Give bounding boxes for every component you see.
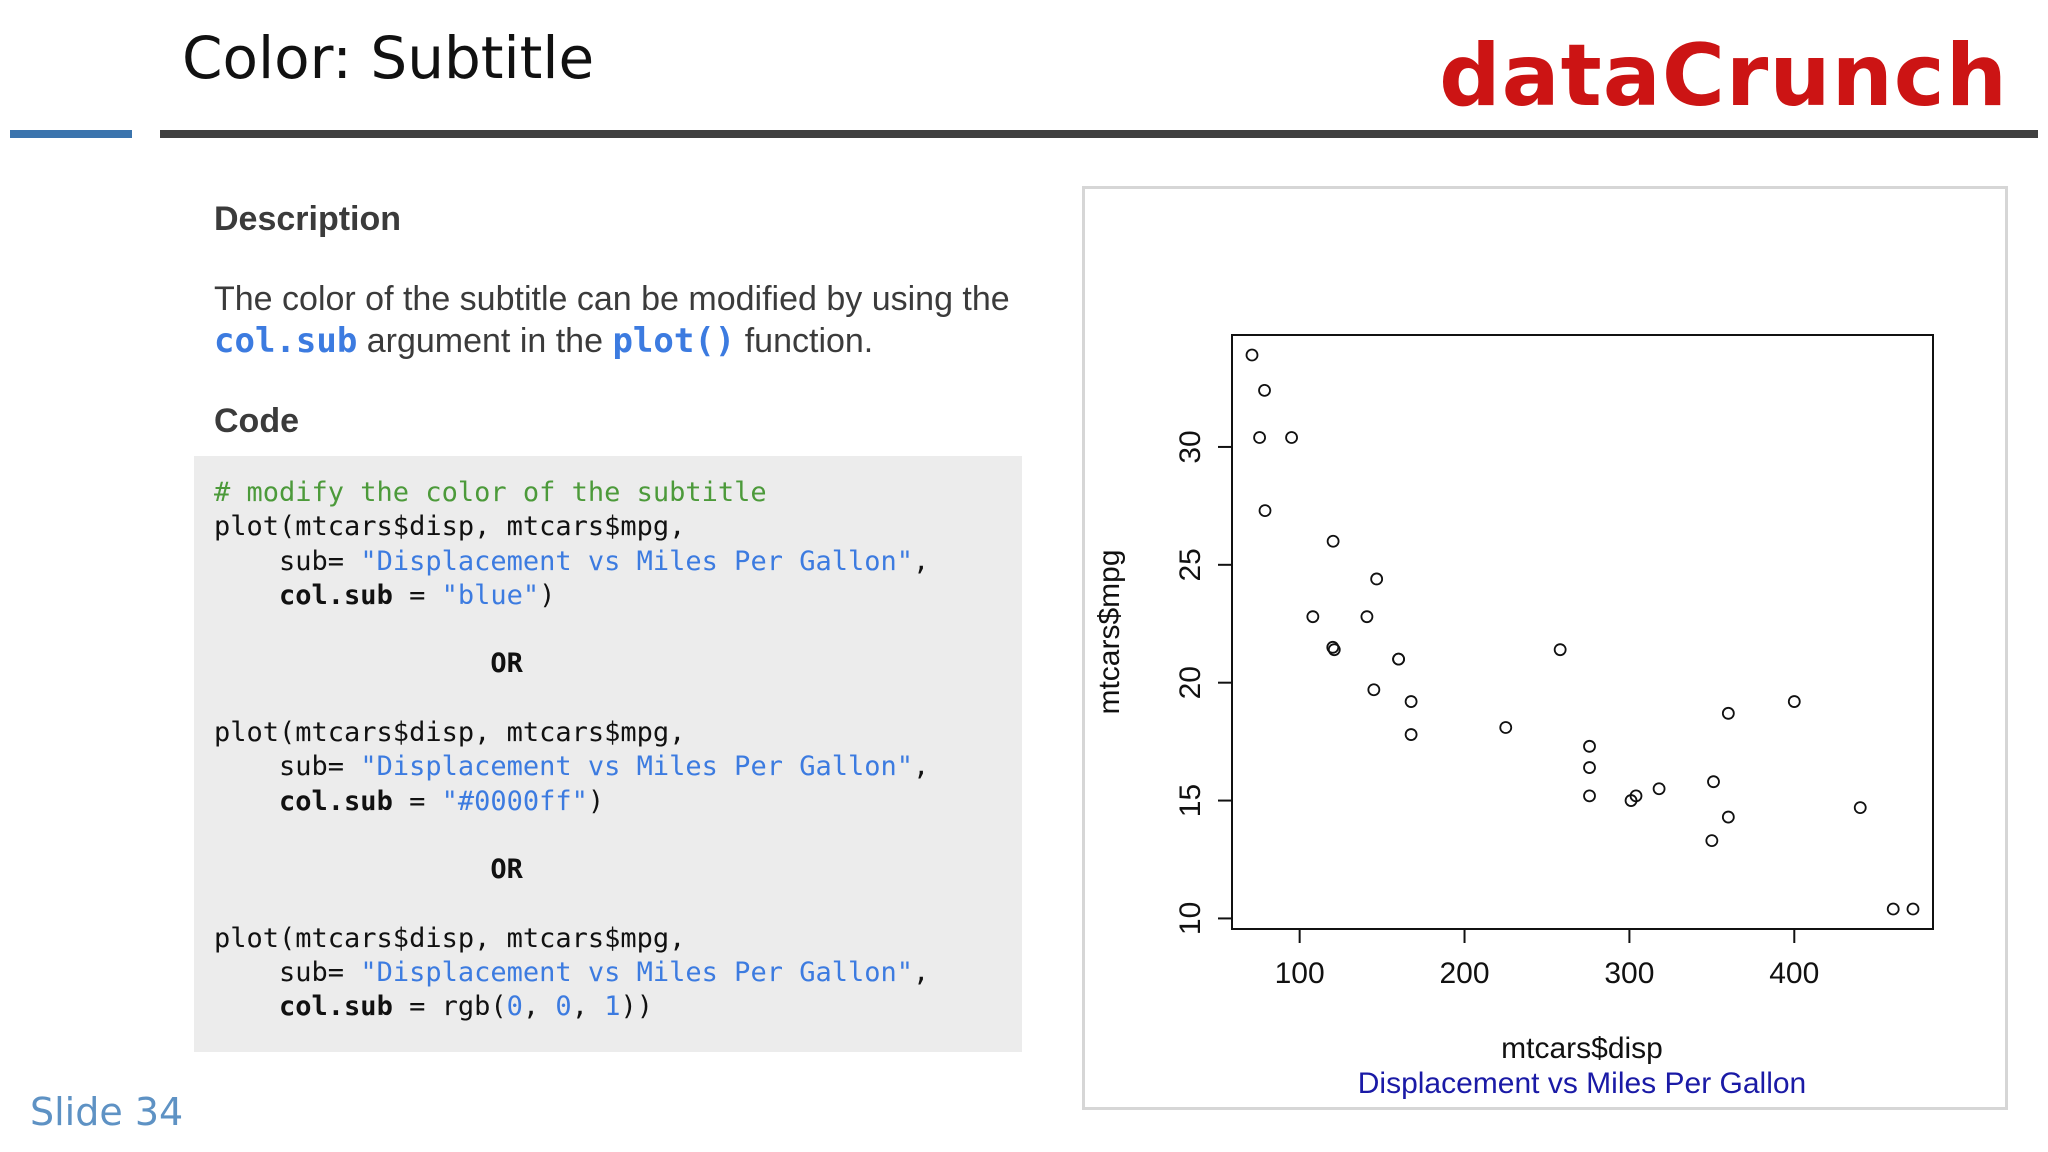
data-point — [1886, 902, 1900, 916]
code-or: OR — [490, 854, 523, 886]
data-point — [1245, 348, 1259, 362]
x-tick-label: 400 — [1769, 957, 1819, 990]
code-colsub-label: col.sub — [279, 785, 393, 817]
data-point — [1306, 610, 1320, 624]
code-value-blue: "blue" — [441, 579, 540, 611]
data-point — [1360, 610, 1374, 624]
x-tick-label: 200 — [1439, 957, 1489, 990]
plot-box — [1231, 334, 1934, 930]
data-point — [1705, 834, 1719, 848]
chart-subtitle: Displacement vs Miles Per Gallon — [1358, 1067, 1807, 1100]
description-text-part: function. — [735, 322, 874, 360]
code-rgb-fn: rgb( — [441, 991, 507, 1023]
brand-logo: dataCrunch — [1439, 26, 2008, 126]
slide-title: Color: Subtitle — [182, 24, 595, 92]
code-eq: = — [392, 579, 442, 611]
data-point — [1721, 706, 1735, 720]
y-tick-label: 10 — [1174, 902, 1207, 935]
y-tick-label: 25 — [1174, 548, 1207, 581]
description-text-part: argument in the — [357, 322, 613, 360]
y-tick-label: 15 — [1174, 784, 1207, 817]
code-sub-value: "Displacement vs Miles Per Gallon" — [360, 957, 913, 989]
data-point — [1326, 534, 1340, 548]
code-colsub-label: col.sub — [279, 991, 393, 1023]
data-point — [1624, 794, 1638, 807]
x-axis: 100 200 300 400 — [1275, 929, 1819, 990]
description-text-part: The color of the subtitle can be modifie… — [214, 280, 1010, 318]
data-point — [1721, 810, 1735, 824]
code-sub-value: "Displacement vs Miles Per Gallon" — [360, 545, 913, 577]
code-sub-label: sub= — [279, 957, 361, 989]
data-point — [1367, 683, 1381, 697]
accent-rule — [10, 130, 132, 138]
data-point — [1258, 504, 1272, 517]
code-eq: = — [392, 991, 442, 1023]
code-or: OR — [490, 648, 523, 680]
code-text: # modify the color of the subtitle plot(… — [214, 477, 930, 1023]
code-rgb-arg: 1 — [604, 991, 621, 1023]
y-tick-label: 30 — [1174, 430, 1207, 463]
data-point — [1553, 643, 1567, 657]
data-point — [1707, 775, 1720, 789]
y-axis-label: mtcars$mpg — [1093, 549, 1126, 714]
x-tick-label: 300 — [1604, 957, 1654, 990]
data-point — [1285, 431, 1298, 444]
code-comment: # modify the color of the subtitle — [214, 477, 767, 508]
code-colsub-label: col.sub — [279, 579, 393, 611]
header-divider — [160, 130, 2038, 138]
code-plot-call: plot(mtcars$disp, mtcars$mpg, — [214, 717, 686, 749]
code-eq: = — [392, 785, 442, 817]
x-tick-label: 100 — [1275, 957, 1325, 990]
description-text: The color of the subtitle can be modifie… — [214, 278, 1014, 362]
keyword-plot: plot() — [612, 321, 736, 361]
data-point — [1392, 652, 1405, 666]
code-heading: Code — [214, 402, 299, 440]
y-axis: 10 15 20 25 30 — [1174, 430, 1232, 935]
data-point — [1583, 739, 1596, 753]
data-point — [1787, 695, 1801, 708]
code-sub-label: sub= — [279, 751, 361, 783]
data-point — [1327, 643, 1341, 657]
data-point — [1652, 782, 1666, 796]
code-plot-call: plot(mtcars$disp, mtcars$mpg, — [214, 511, 686, 543]
code-sub-label: sub= — [279, 545, 361, 577]
code-value-hex: "#0000ff" — [441, 785, 588, 817]
description-heading: Description — [214, 200, 402, 238]
data-points — [1245, 348, 1920, 916]
slide-number: Slide 34 — [30, 1090, 184, 1134]
code-rgb-arg: 0 — [506, 991, 523, 1023]
data-point — [1258, 383, 1271, 397]
scatter-plot: 100 200 300 400 10 15 20 25 30 mtcars$disp Disp… — [1093, 334, 1934, 1100]
code-block: # modify the color of the subtitle plot(… — [194, 456, 1022, 1052]
keyword-col-sub: col.sub — [214, 321, 358, 361]
code-rgb-arg: 0 — [555, 991, 572, 1023]
data-point — [1583, 761, 1596, 774]
data-point — [1583, 789, 1596, 803]
x-axis-label: mtcars$disp — [1501, 1032, 1663, 1065]
data-point — [1499, 721, 1513, 734]
data-point — [1853, 801, 1867, 815]
data-point — [1906, 902, 1920, 916]
data-point — [1253, 431, 1266, 444]
data-point — [1404, 695, 1418, 708]
y-tick-label: 20 — [1174, 666, 1207, 699]
code-sub-value: "Displacement vs Miles Per Gallon" — [360, 751, 913, 783]
data-point — [1404, 728, 1418, 741]
plot-frame: 100 200 300 400 10 15 20 25 30 mtcars$disp Disp… — [1082, 186, 2008, 1110]
code-plot-call: plot(mtcars$disp, mtcars$mpg, — [214, 922, 686, 954]
data-point — [1370, 572, 1384, 586]
